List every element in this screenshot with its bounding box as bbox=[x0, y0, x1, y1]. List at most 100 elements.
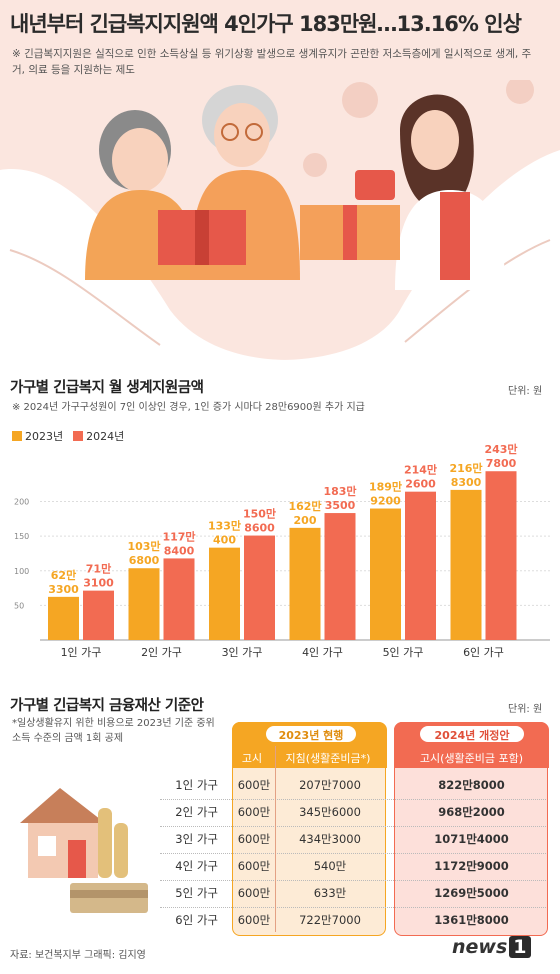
x-tick-label: 3인 가구 bbox=[222, 646, 263, 659]
col-header-gosi: 고시 bbox=[241, 752, 263, 765]
hero-illustration bbox=[0, 80, 560, 360]
row-label: 3인 가구 bbox=[175, 832, 218, 846]
group-2024-label: 2024년 개정안 bbox=[434, 729, 510, 742]
data-label: 133만 bbox=[208, 519, 241, 533]
row-divider bbox=[160, 853, 546, 854]
data-label: 9200 bbox=[370, 495, 401, 508]
data-label: 162만 bbox=[288, 499, 321, 513]
cell-gosi: 600만 bbox=[237, 805, 271, 819]
data-label: 117만 bbox=[162, 529, 195, 543]
coin-stack-icon bbox=[98, 808, 112, 878]
row-label: 4인 가구 bbox=[175, 859, 218, 873]
data-label: 62만 bbox=[51, 568, 76, 582]
cell-2024: 1172만9000 bbox=[434, 859, 509, 873]
data-label: 150만 bbox=[243, 507, 276, 521]
y-tick-label: 150 bbox=[14, 532, 29, 541]
coin-icon bbox=[342, 82, 378, 118]
data-label: 400 bbox=[213, 534, 236, 547]
data-label: 214만 bbox=[404, 463, 437, 477]
cell-gosi: 600만 bbox=[237, 886, 271, 900]
table-title: 가구별 긴급복지 금융재산 기준안 bbox=[10, 698, 204, 714]
cell-2024: 822만8000 bbox=[438, 778, 505, 792]
bar bbox=[485, 471, 517, 640]
data-label: 200 bbox=[294, 514, 317, 527]
chart-title: 가구별 긴급복지 월 생계지원금액 bbox=[10, 380, 204, 396]
row-divider bbox=[160, 799, 546, 800]
row-label: 2인 가구 bbox=[175, 805, 218, 819]
data-label: 6800 bbox=[129, 554, 160, 567]
data-label: 243만 bbox=[484, 442, 517, 456]
data-label: 8300 bbox=[451, 476, 482, 489]
bar bbox=[128, 568, 160, 640]
table-note: *일상생활유지 위한 비용으로 2023년 기준 중위소득 수준의 금액 1회 … bbox=[12, 718, 215, 744]
chart-legend: 2023년 2024년 bbox=[12, 428, 124, 444]
bar bbox=[48, 596, 79, 640]
bar bbox=[405, 491, 436, 640]
cell-gosi: 600만 bbox=[237, 832, 271, 846]
cell-gosi: 600만 bbox=[237, 859, 271, 873]
left-hand-illustration bbox=[0, 169, 290, 360]
legend-item-2023: 2023년 bbox=[12, 428, 63, 444]
bar bbox=[83, 590, 114, 640]
bar bbox=[163, 558, 195, 640]
x-tick-label: 5인 가구 bbox=[383, 646, 424, 659]
house-roof bbox=[20, 788, 105, 823]
x-tick-label: 6인 가구 bbox=[463, 646, 504, 659]
legend-item-2024: 2024년 bbox=[73, 428, 124, 444]
source-footer: 자료: 보건복지부 그래픽: 김지영 bbox=[10, 950, 146, 961]
page-title: 내년부터 긴급복지지원액 4인가구 183만원…13.16% 인상 bbox=[10, 12, 522, 36]
data-label: 3300 bbox=[48, 583, 79, 596]
bar bbox=[324, 513, 356, 640]
row-divider bbox=[160, 880, 546, 881]
data-label: 7800 bbox=[486, 457, 517, 470]
table-unit: 단위: 원 bbox=[508, 704, 543, 715]
data-label: 8400 bbox=[164, 544, 195, 557]
data-label: 103만 bbox=[127, 539, 160, 553]
cell-2024: 1269만5000 bbox=[434, 886, 509, 900]
woman-face bbox=[411, 110, 459, 170]
column-divider bbox=[275, 746, 276, 932]
data-label: 71만 bbox=[86, 562, 111, 576]
group-2023-label: 2023년 현행 bbox=[278, 729, 344, 742]
cell-jichim: 722만7000 bbox=[299, 913, 361, 927]
grandmother-face bbox=[112, 128, 168, 192]
cell-jichim: 345만6000 bbox=[299, 805, 361, 819]
data-label: 2600 bbox=[405, 478, 436, 491]
data-label: 3500 bbox=[325, 499, 356, 512]
news1-logo: news 1 bbox=[452, 936, 531, 958]
row-label: 5인 가구 bbox=[175, 886, 218, 900]
cell-jichim: 207만7000 bbox=[299, 778, 361, 792]
data-label: 189만 bbox=[369, 480, 402, 494]
cell-2024: 1361만8000 bbox=[434, 913, 509, 927]
grandfather-face bbox=[214, 103, 270, 167]
cell-gosi: 600만 bbox=[237, 778, 271, 792]
data-label: 183만 bbox=[323, 484, 356, 498]
x-tick-label: 4인 가구 bbox=[302, 646, 343, 659]
data-label: 3100 bbox=[83, 577, 114, 590]
row-divider bbox=[160, 826, 546, 827]
coin-icon bbox=[506, 80, 534, 104]
x-tick-label: 1인 가구 bbox=[61, 646, 102, 659]
bar bbox=[450, 489, 482, 640]
house-money-illustration bbox=[20, 788, 148, 913]
bar bbox=[370, 508, 401, 640]
cell-2024: 968만2000 bbox=[438, 805, 505, 819]
lunchbox-icon bbox=[355, 170, 395, 200]
cell-2024: 1071만4000 bbox=[434, 832, 509, 846]
chart-note: ※ 2024년 가구구성원이 7인 이상인 경우, 1인 증가 시마다 28만6… bbox=[12, 402, 365, 413]
coin-icon bbox=[303, 153, 327, 177]
row-label: 6인 가구 bbox=[175, 913, 218, 927]
bar bbox=[289, 527, 321, 640]
bar bbox=[244, 535, 275, 640]
cell-jichim: 434만3000 bbox=[299, 832, 361, 846]
x-tick-label: 2인 가구 bbox=[141, 646, 182, 659]
row-label: 1인 가구 bbox=[175, 778, 218, 792]
y-tick-label: 50 bbox=[14, 601, 24, 610]
data-label: 216만 bbox=[449, 461, 482, 475]
data-label: 8600 bbox=[244, 522, 275, 535]
y-tick-label: 100 bbox=[14, 567, 29, 576]
chart-unit: 단위: 원 bbox=[508, 386, 543, 397]
col-header-2024: 고시(생활준비금 포함) bbox=[419, 752, 524, 765]
hero-section: 내년부터 긴급복지지원액 4인가구 183만원…13.16% 인상 ※ 긴급복지… bbox=[0, 0, 560, 360]
